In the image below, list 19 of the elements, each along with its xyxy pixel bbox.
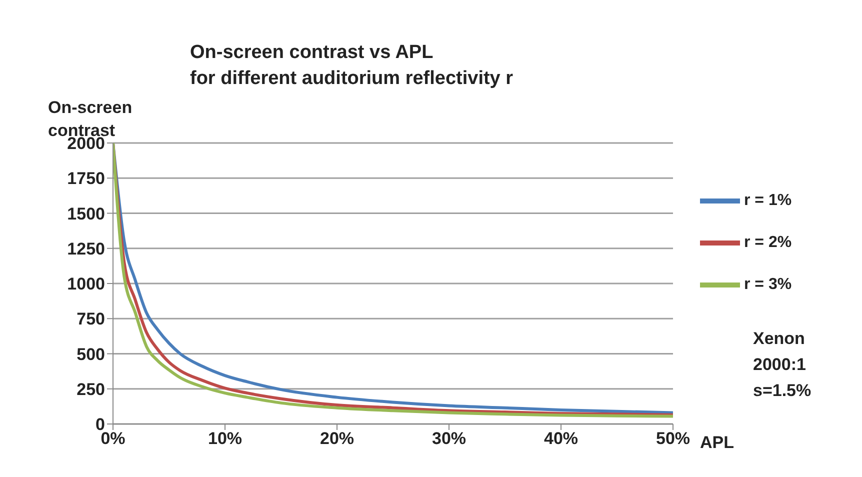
legend-label: r = 3% — [744, 276, 792, 293]
x-tick-label: 0% — [100, 429, 126, 448]
y-tick-label: 1250 — [67, 239, 105, 258]
y-tick-label: 1750 — [67, 169, 105, 188]
y-tick-label: 250 — [76, 380, 105, 399]
x-axis-title: APL — [700, 433, 734, 453]
x-tick-label: 20% — [320, 429, 354, 448]
legend-label: r = 2% — [744, 234, 792, 251]
y-tick-label: 1500 — [67, 204, 105, 224]
y-tick-label: 500 — [76, 344, 105, 364]
x-tick-label: 40% — [544, 429, 578, 448]
legend-label: r = 1% — [744, 192, 792, 209]
y-tick-label: 1000 — [67, 274, 105, 294]
text: Xenon 2000:1 s=1.5% — [753, 328, 812, 402]
x-tick-label: 50% — [656, 429, 690, 448]
x-tick-label: 30% — [432, 429, 466, 448]
y-tick-label: 750 — [76, 310, 105, 329]
chart-title: On-screen contrast vs APL for different auditorium reflectivity r — [190, 41, 514, 91]
x-tick-label: 10% — [208, 429, 242, 448]
